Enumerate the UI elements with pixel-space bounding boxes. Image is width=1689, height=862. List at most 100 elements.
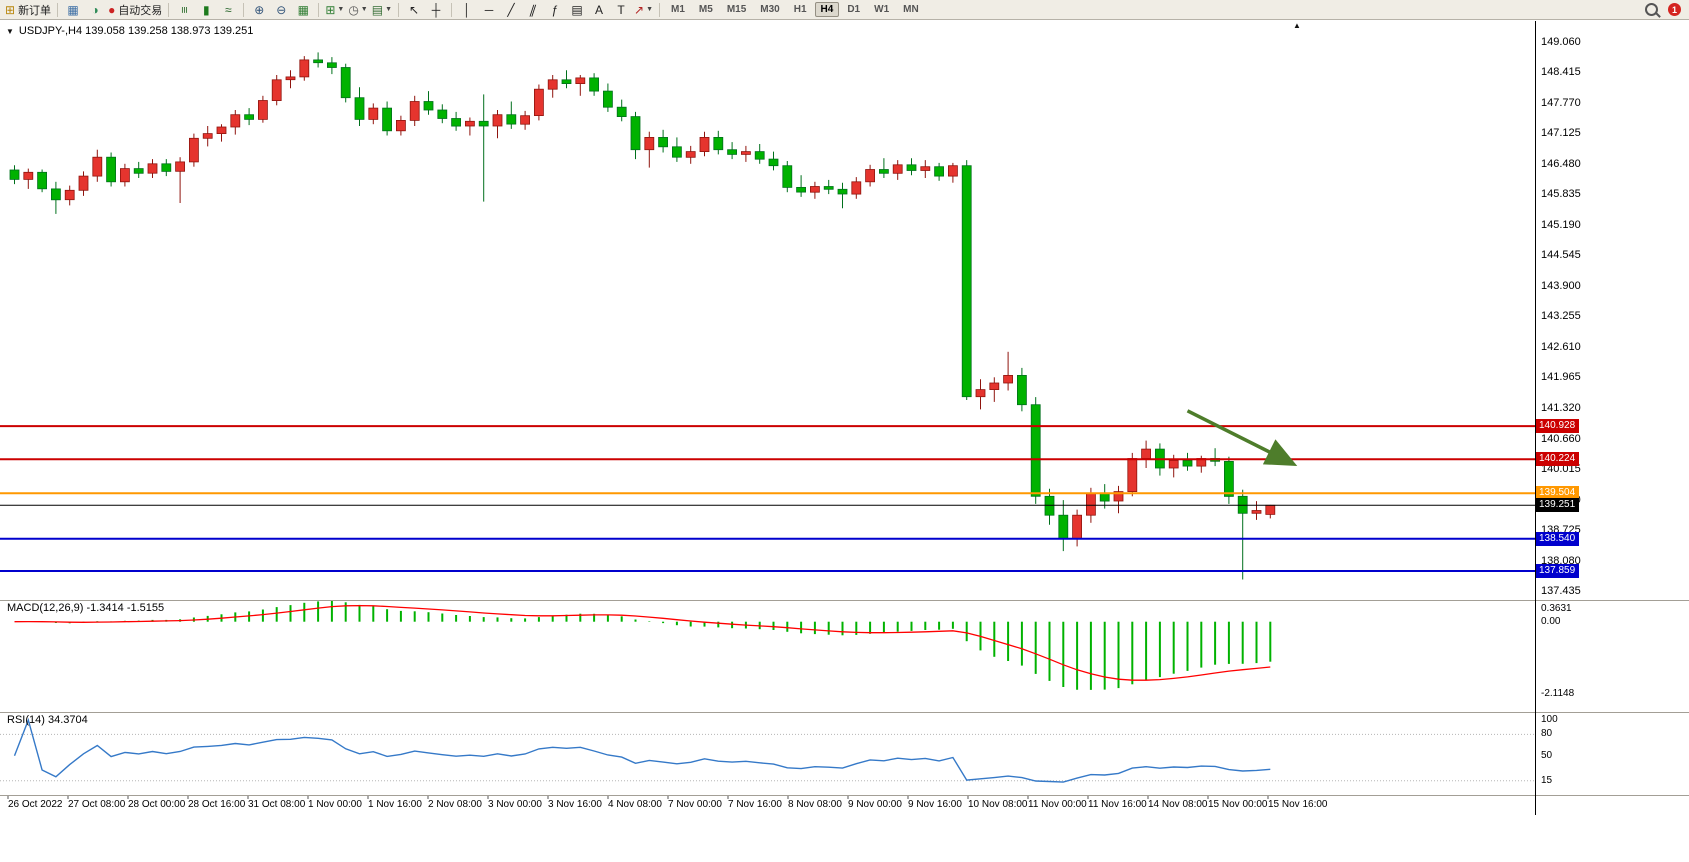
candle [796,186,806,193]
timeframe-m1-button[interactable]: M1 [671,4,685,15]
candle [1030,404,1041,497]
candle [285,76,296,81]
arrow-tools-button[interactable]: ↗ ▼ [632,1,655,19]
crosshair-button[interactable]: ┼ [425,1,447,19]
candle [561,79,572,84]
timeframe-m30-button[interactable]: M30 [760,4,780,15]
candle [257,100,268,120]
candle [340,67,351,99]
chevron-down-icon[interactable]: ▼ [385,6,393,13]
shapes-button[interactable]: ▤ [566,1,588,19]
refresh-button[interactable]: ◑ [84,1,106,19]
templates-button[interactable]: ▤ ▼ [370,1,394,19]
autotrade-icon: ● [108,2,116,17]
chart-profile-button[interactable]: ▦ [62,1,84,19]
vline-icon: │ [463,2,471,17]
text-label-button[interactable]: T [610,1,632,19]
time-axis-label: 10 Nov 08:00 [968,799,1028,810]
search-icon[interactable] [1645,3,1658,16]
tile-windows-button[interactable]: ▦ [292,1,314,19]
new-order-button[interactable]: ⊞ 新订单 [3,1,53,19]
candle [975,389,986,398]
candlestick-chart-button[interactable]: ▮ [195,1,217,19]
equidistant-channel-button[interactable]: ∥ [522,1,544,19]
candle [1113,491,1124,502]
channel-icon: ∥ [527,2,539,17]
notification-badge[interactable]: 1 [1668,3,1681,16]
candle [823,186,834,190]
candle [1182,459,1193,467]
time-axis-separator [0,795,1689,796]
chart-plot-area[interactable] [0,21,1536,815]
price-axis-label: 145.835 [1541,188,1581,200]
arrow-annotation[interactable] [1186,409,1298,466]
price-axis-label: 140.660 [1541,433,1581,445]
candle-chart-icon: ▮ [203,2,210,17]
time-axis-label: 3 Nov 16:00 [548,799,602,810]
auto-trading-button[interactable]: ● 自动交易 [106,1,164,19]
candle [133,168,144,174]
candle [299,59,310,78]
zoom-in-button[interactable]: ⊕ [248,1,270,19]
text-button[interactable]: A [588,1,610,19]
candle [989,382,1000,390]
bid-price-line-price-tag: 139.251 [1536,498,1580,512]
time-axis-label: 26 Oct 2022 [8,799,63,810]
toolbar-separator [398,2,400,17]
candle [147,163,158,174]
timeframe-h1-button[interactable]: H1 [793,4,807,15]
timeframe-mn-button[interactable]: MN [903,4,919,15]
timeframe-m5-button[interactable]: M5 [698,4,713,15]
time-axis-label: 9 Nov 00:00 [848,799,902,810]
timeframe-m15-button[interactable]: M15 [726,4,747,15]
price-axis-label: 143.255 [1541,310,1581,322]
fibonacci-button[interactable]: ƒ [544,1,566,19]
chevron-down-icon[interactable]: ▼ [337,6,345,13]
candle [741,151,751,155]
chart-shift-marker[interactable]: ▲ [1293,21,1301,30]
chart-window[interactable] [0,20,1689,862]
time-axis-label: 11 Nov 16:00 [1088,799,1147,810]
horizontal-lines-layer[interactable] [0,425,1536,572]
candle [161,163,172,172]
toolbar-separator [659,2,661,17]
price-axis-label: 147.770 [1541,97,1581,109]
rsi-scale-label: 15 [1541,775,1553,786]
horizontal-line-button[interactable]: ─ [478,1,500,19]
candle [313,59,324,64]
candle [547,79,558,90]
chevron-down-icon[interactable]: ▼ [360,6,368,13]
candle [1003,374,1013,384]
toolbar-separator [57,2,59,17]
vertical-line-button[interactable]: │ [456,1,478,19]
bar-chart-button[interactable]: ≡ [173,1,195,19]
chevron-down-icon[interactable]: ▼ [646,6,654,13]
timeframe-w1-button[interactable]: W1 [874,4,890,15]
rsi-line [13,717,1271,783]
price-axis-label: 144.545 [1541,249,1581,261]
timeframe-d1-button[interactable]: D1 [847,4,861,15]
candle [175,161,186,172]
candle [1224,460,1234,497]
zoom-out-button[interactable]: ⊖ [270,1,292,19]
candle [1265,504,1276,515]
macd-histogram [27,600,1272,690]
macd-pane-separator[interactable] [0,600,1689,601]
trendline-button[interactable]: ╱ [500,1,522,19]
time-axis-label: 15 Nov 16:00 [1268,799,1328,810]
candle [202,133,213,139]
periods-button[interactable]: ◷ ▼ [346,1,369,19]
new-chart-button[interactable]: ⊞ ▼ [323,1,346,19]
price-axis-divider [1535,21,1536,815]
one-click-trading-toggle[interactable]: ▼ [6,26,14,36]
line-chart-button[interactable]: ≈ [217,1,239,19]
time-axis-label: 3 Nov 00:00 [488,799,542,810]
candle [368,107,379,120]
price-axis-label: 148.415 [1541,66,1581,78]
time-axis-label: 28 Oct 16:00 [188,799,246,810]
candle [230,114,241,128]
candle [961,165,972,398]
rsi-pane-separator[interactable] [0,712,1689,713]
timeframe-h4-button[interactable]: H4 [814,2,840,17]
cursor-button[interactable]: ↖ [403,1,425,19]
